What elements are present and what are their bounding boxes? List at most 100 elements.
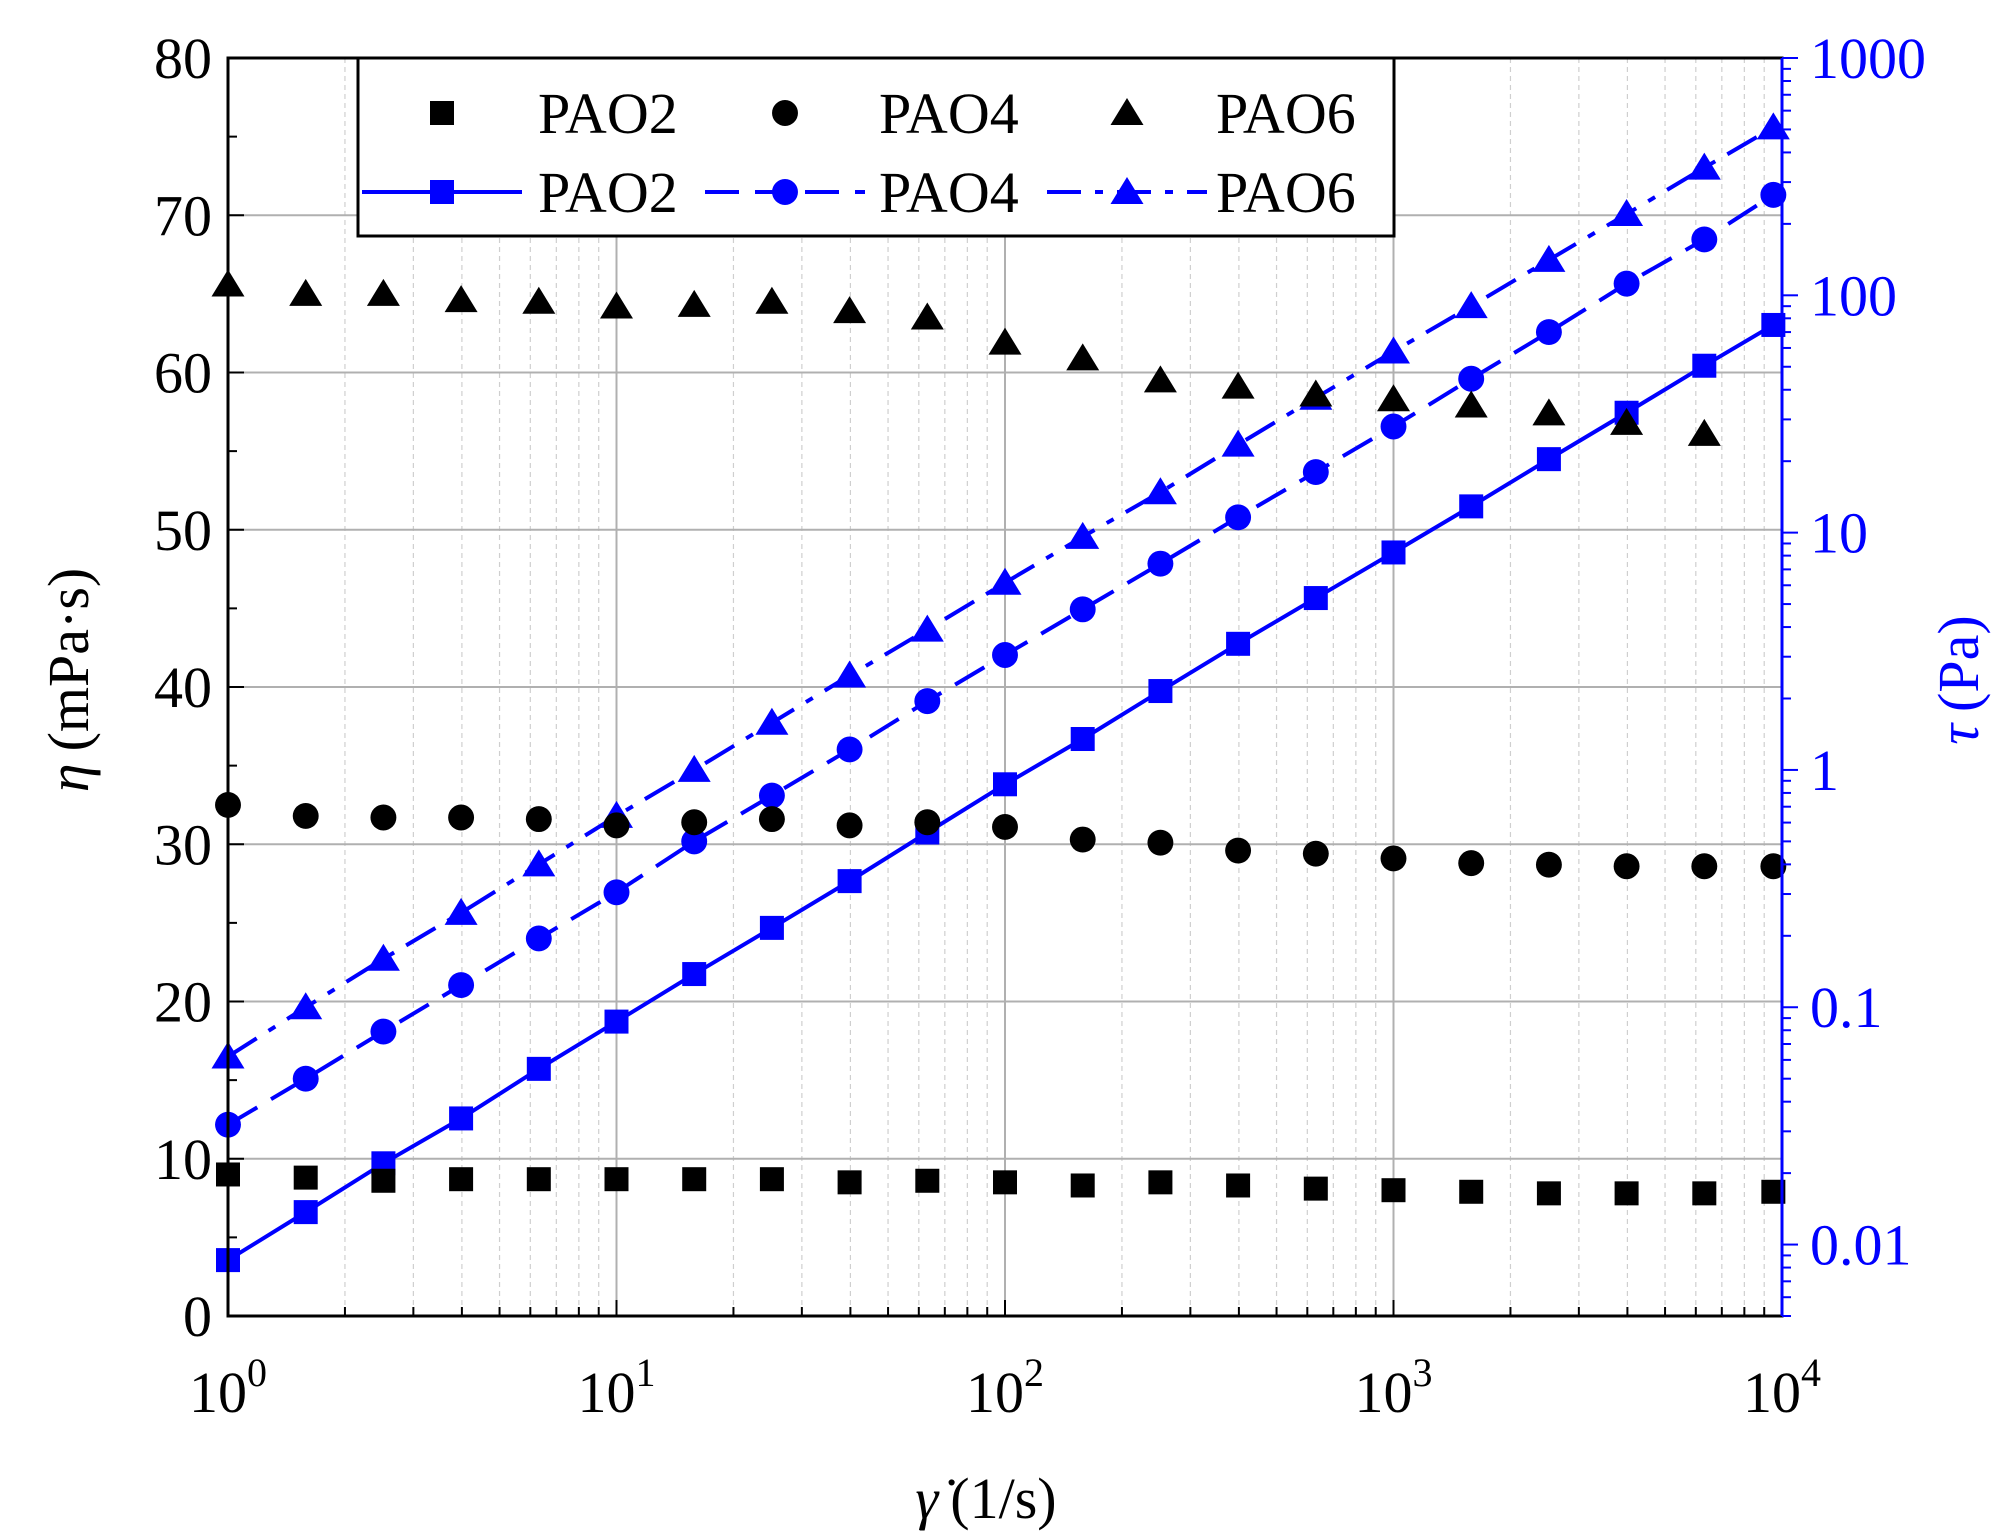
shear-stress-point bbox=[1225, 504, 1252, 531]
viscosity-point bbox=[1147, 829, 1174, 856]
viscosity-point bbox=[1760, 853, 1787, 880]
legend-viscosity-marker bbox=[430, 101, 454, 125]
y-left-axis-unit: (mPa·s) bbox=[36, 568, 101, 752]
viscosity-point bbox=[444, 285, 478, 313]
shear-stress-point bbox=[1226, 631, 1251, 656]
viscosity-point bbox=[1613, 853, 1640, 880]
shear-stress-point bbox=[759, 915, 784, 940]
viscosity-point bbox=[1381, 1178, 1406, 1203]
shear-stress-point bbox=[1459, 494, 1484, 519]
y-left-tick-label: 20 bbox=[154, 970, 212, 1035]
shear-stress-point bbox=[1066, 521, 1100, 549]
x-tick-base: 10 bbox=[578, 1360, 636, 1425]
shear-stress-point bbox=[525, 925, 552, 952]
shear-stress-series-pao2 bbox=[216, 312, 1786, 1273]
legend-viscosity-label: PAO6 bbox=[1216, 81, 1356, 146]
legend-shear-stress-marker bbox=[1110, 177, 1144, 204]
shear-stress-point bbox=[366, 943, 400, 971]
legend-viscosity-marker bbox=[1110, 98, 1144, 125]
viscosity-point bbox=[1299, 379, 1333, 407]
viscosity-point bbox=[525, 806, 552, 833]
viscosity-series-pao4 bbox=[215, 791, 1787, 880]
shear-stress-point bbox=[1536, 447, 1561, 472]
viscosity-point bbox=[915, 1168, 940, 1193]
shear-stress-point bbox=[1760, 181, 1787, 208]
viscosity-point bbox=[1458, 850, 1485, 877]
y-left-tick-label: 0 bbox=[183, 1284, 212, 1349]
x-tick-exponent: 4 bbox=[1801, 1350, 1821, 1395]
viscosity-point bbox=[1225, 837, 1252, 864]
viscosity-point bbox=[371, 1168, 396, 1193]
viscosity-point bbox=[681, 809, 708, 836]
y-right-tick-label: 1000 bbox=[1810, 26, 1926, 91]
shear-stress-point bbox=[910, 614, 944, 642]
x-tick-label: 100 bbox=[189, 1350, 267, 1425]
shear-stress-point bbox=[1613, 270, 1640, 297]
x-tick-exponent: 1 bbox=[636, 1350, 656, 1395]
y-right-axis-unit: (Pa) bbox=[1926, 615, 1991, 712]
viscosity-point bbox=[603, 812, 630, 839]
y-left-tick-label: 40 bbox=[154, 655, 212, 720]
shear-stress-series-pao4 bbox=[215, 181, 1787, 1138]
series-layer bbox=[211, 112, 1790, 1273]
legend-shear-stress-label: PAO4 bbox=[879, 160, 1019, 225]
viscosity-point bbox=[522, 286, 556, 314]
y-right-tick-label: 0.1 bbox=[1810, 975, 1883, 1040]
viscosity-point bbox=[682, 1167, 707, 1192]
viscosity-point bbox=[992, 813, 1018, 840]
shear-stress-point bbox=[448, 972, 475, 999]
shear-stress-point bbox=[755, 707, 789, 735]
shear-stress-point bbox=[1377, 336, 1410, 364]
viscosity-point bbox=[1303, 1176, 1328, 1201]
viscosity-point bbox=[1691, 853, 1718, 880]
shear-stress-point bbox=[833, 660, 867, 688]
shear-stress-point bbox=[292, 1065, 319, 1092]
shear-stress-point bbox=[293, 1200, 318, 1225]
legend-shear-stress-marker bbox=[772, 179, 798, 205]
viscosity-point bbox=[600, 291, 633, 319]
viscosity-point bbox=[449, 1167, 474, 1192]
x-axis-unit: (1/s) bbox=[950, 1466, 1056, 1531]
y-right-tick-label: 100 bbox=[1810, 263, 1897, 328]
viscosity-point bbox=[1687, 418, 1721, 446]
shear-stress-series-pao6 bbox=[211, 112, 1790, 1069]
shear-stress-point bbox=[1687, 152, 1721, 180]
viscosity-point bbox=[914, 809, 941, 836]
shear-stress-point bbox=[1069, 596, 1096, 623]
x-tick-base: 10 bbox=[966, 1360, 1024, 1425]
viscosity-point bbox=[1069, 826, 1096, 853]
y-left-tick-label: 60 bbox=[154, 341, 212, 406]
shear-stress-point bbox=[1756, 112, 1790, 140]
shear-stress-point bbox=[1303, 586, 1328, 611]
y-right-tick-label: 0.01 bbox=[1810, 1213, 1912, 1278]
x-tick-label: 102 bbox=[966, 1350, 1044, 1425]
viscosity-point bbox=[755, 286, 789, 314]
shear-stress-point bbox=[758, 782, 785, 809]
viscosity-point bbox=[526, 1167, 551, 1192]
viscosity-point bbox=[1459, 1179, 1484, 1204]
y-right-axis-title: τ (Pa) bbox=[1926, 615, 1991, 744]
viscosity-point bbox=[1692, 1181, 1717, 1206]
y-left-tick-label: 50 bbox=[154, 498, 212, 563]
viscosity-point bbox=[1532, 398, 1566, 426]
x-tick-base: 10 bbox=[1355, 1360, 1413, 1425]
viscosity-series-pao6 bbox=[211, 269, 1721, 446]
y-right-tick-label: 10 bbox=[1810, 501, 1868, 566]
shear-stress-point bbox=[836, 736, 863, 763]
shear-stress-point bbox=[526, 1056, 551, 1081]
viscosity-point bbox=[1148, 1170, 1173, 1195]
viscosity-point bbox=[293, 1165, 318, 1190]
x-tick-exponent: 2 bbox=[1024, 1350, 1044, 1395]
x-tick-label: 104 bbox=[1743, 1350, 1821, 1425]
viscosity-point bbox=[1070, 1173, 1095, 1198]
legend-shear-stress-marker bbox=[430, 180, 454, 204]
viscosity-point bbox=[448, 804, 475, 831]
x-tick-exponent: 0 bbox=[247, 1350, 267, 1395]
x-tick-label: 101 bbox=[578, 1350, 656, 1425]
shear-stress-point bbox=[1535, 319, 1562, 346]
y-right-axis-symbol: τ bbox=[1926, 722, 1991, 745]
legend-viscosity-marker bbox=[772, 100, 798, 126]
shear-stress-point bbox=[1302, 459, 1329, 486]
shear-stress-point bbox=[1458, 365, 1485, 392]
x-tick-label: 103 bbox=[1355, 1350, 1433, 1425]
